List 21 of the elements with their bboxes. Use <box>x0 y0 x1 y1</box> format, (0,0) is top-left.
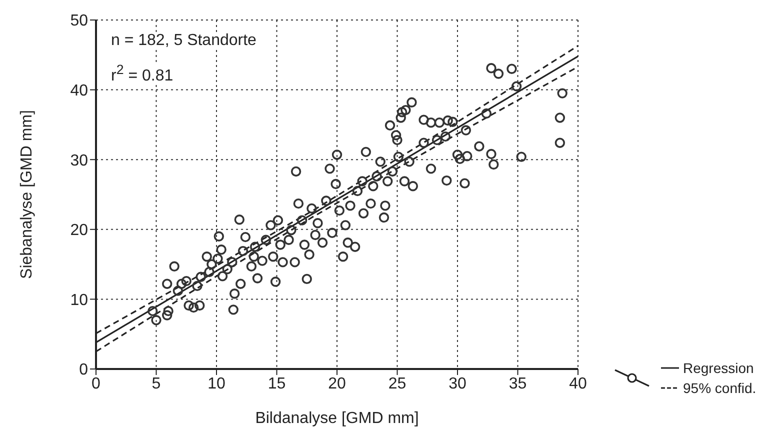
y-axis-title: Siebanalyse [GMD mm] <box>18 110 36 279</box>
y-tick-label: 10 <box>70 292 88 309</box>
x-tick-label: 20 <box>328 375 346 392</box>
x-tick-label: 15 <box>268 375 286 392</box>
legend-label: Regression <box>683 359 754 378</box>
x-tick-label: 5 <box>152 375 161 392</box>
x-tick-label: 0 <box>92 375 101 392</box>
y-tick-label: 30 <box>70 152 88 170</box>
y-tick-label: 0 <box>79 362 88 379</box>
annotation: n = 182, 5 Standorte <box>108 32 260 50</box>
x-axis-title: Bildanalyse [GMD mm] <box>255 410 419 427</box>
annotation: r$^{2}$ = 0.81 <box>108 62 176 86</box>
y-tick-label: 50 <box>70 12 88 30</box>
x-tick-label: 30 <box>448 375 466 392</box>
x-tick-label: 10 <box>208 375 226 392</box>
y-tick-label: 40 <box>70 82 88 100</box>
legend-label: 95% confid. <box>683 379 756 398</box>
x-tick-label: 35 <box>508 375 527 392</box>
x-tick-label: 25 <box>388 375 406 392</box>
y-tick-label: 20 <box>70 222 88 240</box>
x-tick-label: 40 <box>569 375 587 392</box>
